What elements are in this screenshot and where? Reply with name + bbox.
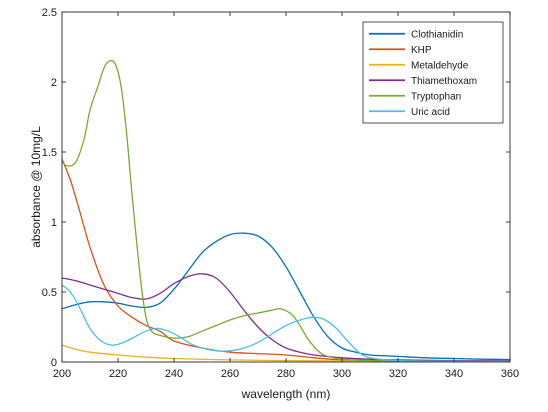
legend-label-clothianidin: Clothianidin — [411, 29, 463, 40]
series-line-uric-acid — [61, 284, 511, 363]
legend-box — [362, 21, 504, 124]
series-line-clothianidin — [61, 232, 511, 361]
y-tick-label: 2 — [51, 77, 57, 89]
legend-label-uric-acid: Uric acid — [411, 107, 450, 118]
x-tick-label: 200 — [53, 368, 71, 380]
legend-label-thiamethoxam: Thiamethoxam — [411, 76, 477, 87]
series-line-thiamethoxam — [61, 273, 511, 362]
x-tick-label: 340 — [445, 368, 463, 380]
x-tick-label: 320 — [389, 368, 407, 380]
y-axis-title: absorbance @ 10mg/L — [29, 126, 43, 248]
x-tick-label: 300 — [333, 368, 351, 380]
y-tick-label: 0.5 — [42, 287, 57, 299]
legend-label-khp: KHP — [411, 45, 432, 56]
series-lines — [61, 59, 511, 363]
x-tick-label: 260 — [221, 368, 239, 380]
x-tick-label: 360 — [501, 368, 519, 380]
legend-label-tryptophan: Tryptophan — [411, 91, 461, 102]
x-tick-label: 280 — [277, 368, 295, 380]
x-tick-label: 240 — [165, 368, 183, 380]
legend: Clothianidin KHP Metaldehyde Thiamethoxam Tr… — [362, 21, 504, 124]
x-axis-title: wavelength (nm) — [241, 387, 331, 401]
y-tick-label: 1 — [51, 217, 57, 229]
y-tick-label: 1.5 — [42, 147, 57, 159]
y-tick-label: 0 — [51, 357, 57, 369]
y-tick-label: 2.5 — [42, 7, 57, 19]
legend-label-metaldehyde: Metaldehyde — [411, 60, 469, 71]
axis-ticks: 200 220 240 260 280 300 320 340 360 0 0.5 1 1.5 2 2.5 — [42, 7, 519, 380]
x-tick-label: 220 — [109, 368, 127, 380]
series-line-tryptophan — [61, 59, 511, 362]
